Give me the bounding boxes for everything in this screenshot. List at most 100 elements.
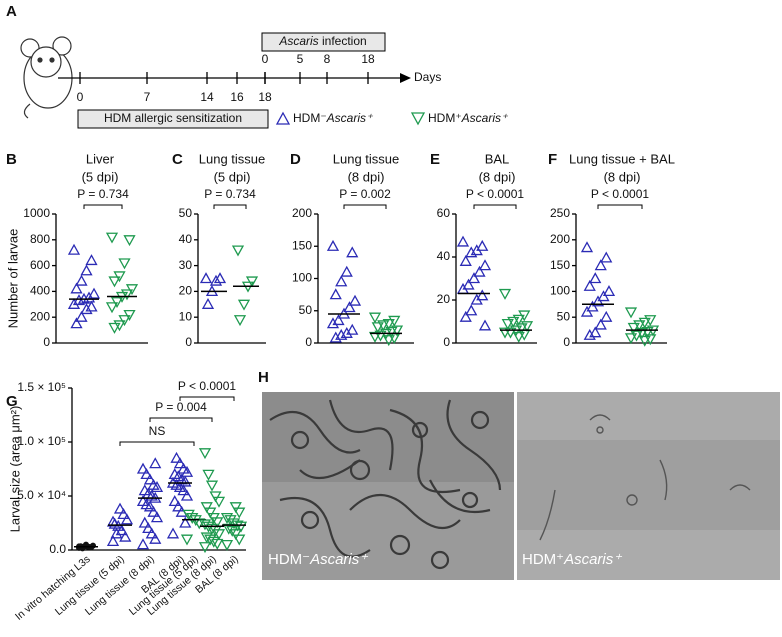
point xyxy=(136,495,150,507)
point xyxy=(229,502,242,514)
comparison-label: P < 0.0001 xyxy=(178,379,236,393)
point xyxy=(80,303,93,315)
micrograph: HDM⁺Ascaris⁺ xyxy=(517,392,780,580)
chart-subtitle: (5 dpi) xyxy=(82,169,119,184)
point xyxy=(147,478,160,490)
point xyxy=(222,523,235,535)
chart-subtitle: (5 dpi) xyxy=(214,169,251,184)
panel-letter: E xyxy=(430,151,440,168)
day-label: 18 xyxy=(361,52,375,66)
point xyxy=(627,322,640,334)
point xyxy=(498,288,512,300)
comparison-bracket xyxy=(473,204,517,209)
comparison-bracket xyxy=(119,441,195,446)
point xyxy=(600,251,613,263)
panel-letter: D xyxy=(290,151,301,168)
point xyxy=(168,495,181,507)
point xyxy=(462,278,475,290)
point xyxy=(200,502,213,514)
sensitization-box xyxy=(77,109,269,129)
point xyxy=(348,294,362,306)
point xyxy=(465,246,478,258)
legend-marker xyxy=(410,112,426,126)
point xyxy=(149,532,162,544)
point xyxy=(110,297,124,309)
point xyxy=(125,284,139,296)
point xyxy=(170,478,183,490)
point xyxy=(478,259,492,271)
panel-letter: C xyxy=(172,151,183,168)
image-italic: Ascaris⁺ xyxy=(309,551,368,568)
point xyxy=(198,448,212,460)
legend-prefix: HDM⁻ xyxy=(293,111,327,125)
point xyxy=(580,305,594,317)
point xyxy=(143,473,157,485)
chart-title: Lung tissue xyxy=(199,151,266,166)
y-tick-label: 20 xyxy=(437,292,451,306)
infection-box xyxy=(261,32,386,52)
y-tick-label: 600 xyxy=(30,258,50,272)
point xyxy=(465,304,478,316)
point xyxy=(145,527,158,539)
point xyxy=(368,312,382,324)
point xyxy=(583,328,596,340)
point xyxy=(145,489,158,501)
y-tick-label: 20 xyxy=(179,284,193,298)
point xyxy=(118,315,131,327)
legend-italic: Ascaris⁺ xyxy=(461,111,509,125)
comparison-bracket xyxy=(343,204,387,209)
y-tick-label: 250 xyxy=(550,206,570,220)
point xyxy=(594,318,607,330)
point xyxy=(382,335,395,347)
micrograph: HDM⁻Ascaris⁺ xyxy=(262,392,514,580)
point xyxy=(583,279,596,291)
y-tick-label: 0.0 xyxy=(49,542,66,556)
point xyxy=(175,473,188,485)
point xyxy=(624,307,638,319)
days-label: Days xyxy=(414,70,441,84)
point xyxy=(326,239,340,251)
point xyxy=(245,276,259,288)
point xyxy=(70,282,83,294)
point xyxy=(85,254,98,266)
point xyxy=(346,246,359,258)
infection-italic: Ascaris xyxy=(278,34,318,48)
point xyxy=(80,264,93,276)
point xyxy=(459,254,472,266)
day-label: 0 xyxy=(77,90,84,104)
legend-marker xyxy=(275,111,291,125)
comparison-label: P < 0.0001 xyxy=(591,187,649,201)
y-tick-label: 50 xyxy=(179,206,193,220)
point xyxy=(150,511,164,523)
point xyxy=(172,470,185,482)
point xyxy=(108,322,121,334)
y-tick-label: 200 xyxy=(30,309,50,323)
point xyxy=(172,500,185,512)
y-tick-label: 100 xyxy=(292,271,312,285)
chart-subtitle: (8 dpi) xyxy=(479,169,516,184)
point xyxy=(105,302,119,314)
point xyxy=(204,507,217,519)
point xyxy=(335,328,348,340)
point xyxy=(602,285,616,297)
point xyxy=(459,310,472,322)
point xyxy=(220,512,234,524)
point xyxy=(512,331,525,343)
point xyxy=(179,475,192,487)
point xyxy=(638,317,651,329)
point xyxy=(123,309,136,321)
mouse-icon xyxy=(20,36,73,119)
y-tick-label: 0 xyxy=(563,335,570,349)
point xyxy=(597,290,610,302)
point xyxy=(106,515,120,527)
point xyxy=(326,317,340,329)
point xyxy=(346,323,359,335)
legend-label: HDM⁺Ascaris⁺ xyxy=(428,111,509,125)
point xyxy=(340,265,353,277)
y-tick-label: 0 xyxy=(443,335,450,349)
point xyxy=(638,335,651,347)
point xyxy=(201,297,215,309)
comparison-bracket xyxy=(597,204,643,209)
comparison-label: P = 0.002 xyxy=(339,187,391,201)
sensitization-label: HDM allergic sensitization xyxy=(104,111,242,125)
